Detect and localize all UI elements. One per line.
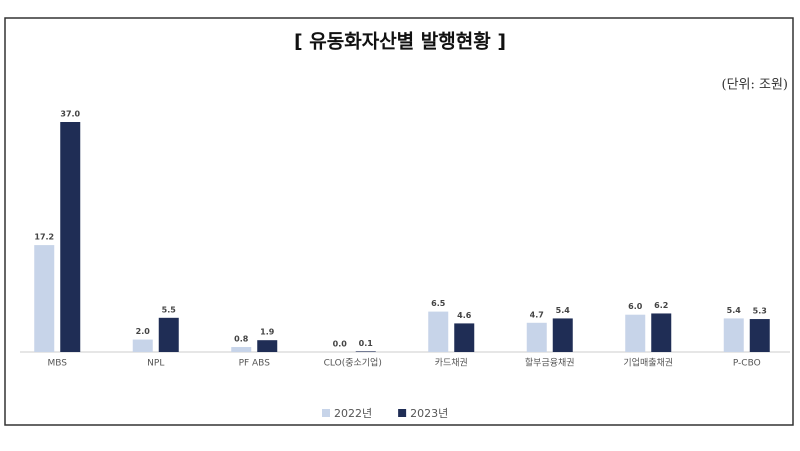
bar — [428, 311, 449, 352]
value-label: 0.1 — [359, 339, 374, 348]
bar — [355, 351, 376, 352]
value-label: 4.6 — [457, 311, 472, 320]
value-label: 5.4 — [727, 306, 742, 315]
value-label: 17.2 — [34, 233, 54, 242]
bar — [34, 245, 55, 352]
x-tick-label: CLO(중소기업) — [324, 358, 382, 369]
x-tick-label: MBS — [48, 359, 68, 369]
value-label: 5.4 — [556, 306, 571, 315]
value-label: 0.0 — [333, 340, 348, 349]
value-label: 0.8 — [234, 335, 249, 344]
bar — [60, 122, 81, 352]
value-label: 2.0 — [136, 327, 151, 336]
bar — [132, 339, 153, 352]
bar — [526, 322, 547, 352]
legend-label: 2022년 — [334, 407, 372, 420]
bar — [158, 317, 179, 352]
x-tick-label: 카드채권 — [435, 357, 468, 369]
value-label: 37.0 — [60, 110, 80, 119]
value-label: 1.9 — [260, 328, 275, 337]
bar — [723, 318, 744, 352]
value-label: 6.0 — [628, 302, 643, 311]
frame — [4, 17, 794, 426]
x-tick-label: 기업매출채권 — [623, 357, 673, 369]
bar — [651, 313, 672, 352]
legend-label: 2023년 — [410, 407, 448, 420]
chart-title: [ 유동화자산별 발행현황 ] — [294, 30, 506, 53]
legend-swatch — [398, 409, 407, 417]
value-label: 5.5 — [162, 305, 177, 314]
bar — [454, 323, 475, 352]
value-label: 6.2 — [654, 301, 668, 310]
bar — [552, 318, 573, 352]
x-tick-label: NPL — [147, 359, 164, 369]
legend-swatch — [322, 409, 330, 417]
x-tick-label: PF ABS — [239, 359, 271, 369]
value-label: 4.7 — [530, 310, 544, 319]
bar — [625, 314, 646, 352]
bar — [749, 319, 770, 352]
x-tick-label: 할부금융채권 — [525, 357, 575, 369]
bar — [231, 347, 252, 352]
unit-label: (단위: 조원) — [722, 78, 789, 93]
bar — [257, 340, 278, 352]
x-tick-label: P-CBO — [733, 359, 761, 369]
value-label: 5.3 — [753, 307, 767, 316]
value-label: 6.5 — [431, 299, 446, 308]
